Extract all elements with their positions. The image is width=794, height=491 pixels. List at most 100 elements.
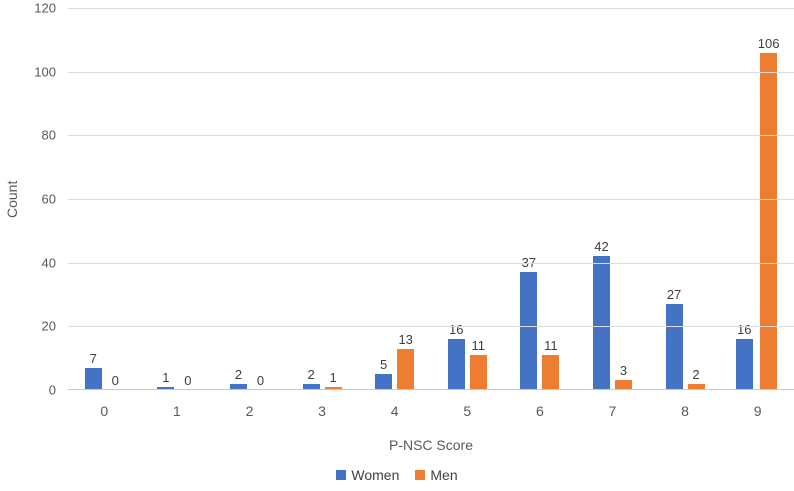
bar-col-women-4: 5 <box>375 357 393 390</box>
data-label-women-9: 16 <box>737 322 752 338</box>
data-label-women-4: 5 <box>380 357 388 373</box>
bar-group-9: 16 106 <box>721 8 794 390</box>
bar-group-6: 37 11 <box>504 8 577 390</box>
bar-col-women-0: 7 <box>84 350 102 390</box>
data-label-men-3: 1 <box>329 369 337 385</box>
bar-men-8 <box>687 383 705 390</box>
gridline-60 <box>68 199 794 200</box>
legend: Women Men <box>0 467 794 483</box>
plot-area: 7 0 1 0 2 0 2 1 5 13 16 11 37 11 42 3 27 2 16 106 <box>68 8 794 390</box>
y-tick-label-60: 60 <box>41 191 56 207</box>
data-label-men-2: 0 <box>256 373 265 388</box>
data-label-men-9: 106 <box>757 35 780 51</box>
y-tick-label-120: 120 <box>34 0 56 16</box>
bar-women-2 <box>229 383 247 390</box>
x-tick-label-5: 5 <box>463 403 472 419</box>
bar-col-women-6: 37 <box>520 256 538 390</box>
gridline-80 <box>68 135 794 137</box>
bar-col-men-0: 0 <box>107 374 124 390</box>
bar-women-0 <box>84 367 102 390</box>
x-axis-ticks: 0 1 2 3 4 5 6 7 8 9 <box>68 403 794 419</box>
data-label-women-0: 7 <box>89 350 97 366</box>
bar-col-men-3: 1 <box>324 369 342 390</box>
bar-group-5: 16 11 <box>431 8 504 390</box>
bar-group-8: 27 2 <box>649 8 722 390</box>
bar-group-4: 5 13 <box>358 8 431 390</box>
x-tick-label-4: 4 <box>390 403 399 419</box>
bar-col-men-5: 11 <box>469 337 487 390</box>
data-label-men-5: 11 <box>471 337 486 353</box>
bar-men-5 <box>469 354 487 390</box>
y-tick-label-20: 20 <box>41 318 56 334</box>
x-tick-label-7: 7 <box>608 403 617 419</box>
bar-men-9 <box>760 52 778 390</box>
bar-women-1 <box>157 386 175 390</box>
bar-women-5 <box>447 339 465 390</box>
y-tick-label-80: 80 <box>41 127 56 143</box>
bar-col-women-5: 16 <box>447 322 465 390</box>
x-tick-label-3: 3 <box>318 403 326 419</box>
legend-label-men: Men <box>430 467 458 483</box>
bar-group-7: 42 3 <box>576 8 649 390</box>
bar-women-9 <box>735 339 753 390</box>
bar-women-7 <box>592 256 610 390</box>
bar-col-men-7: 3 <box>614 363 632 390</box>
bar-col-men-8: 2 <box>687 366 705 390</box>
x-tick-label-6: 6 <box>535 403 544 419</box>
bar-col-men-1: 0 <box>179 374 196 390</box>
legend-label-women: Women <box>351 467 400 483</box>
bar-col-women-1: 1 <box>157 369 175 390</box>
bar-col-women-3: 2 <box>302 366 320 390</box>
data-label-women-7: 42 <box>594 239 609 255</box>
y-tick-label-40: 40 <box>41 255 56 271</box>
bar-men-4 <box>397 348 415 390</box>
x-tick-label-9: 9 <box>753 403 762 419</box>
bar-men-3 <box>324 386 342 390</box>
bar-col-women-7: 42 <box>592 239 610 390</box>
data-label-women-5: 16 <box>449 322 464 338</box>
gridline-40 <box>68 262 794 264</box>
x-axis-line <box>68 389 794 390</box>
bar-women-8 <box>665 304 683 390</box>
bar-col-men-6: 11 <box>542 337 560 390</box>
gridline-20 <box>68 326 794 328</box>
bar-col-men-2: 0 <box>252 374 269 390</box>
x-tick-label-8: 8 <box>681 403 689 419</box>
x-axis-title: P-NSC Score <box>388 437 474 453</box>
bar-col-women-2: 2 <box>229 366 247 390</box>
bar-women-3 <box>302 383 320 390</box>
y-axis-ticks: 0 20 40 60 80 100 120 <box>0 2 56 397</box>
legend-item-men: Men <box>415 467 458 483</box>
data-label-men-6: 11 <box>544 337 558 353</box>
legend-swatch-men <box>415 470 426 480</box>
data-label-men-8: 2 <box>692 366 700 382</box>
x-tick-label-1: 1 <box>172 403 181 419</box>
bar-col-women-9: 16 <box>735 322 753 390</box>
y-tick-label-0: 0 <box>48 382 56 398</box>
data-label-men-0: 0 <box>111 373 119 388</box>
data-label-men-1: 0 <box>184 373 192 388</box>
bar-men-7 <box>614 380 632 390</box>
gridline-120 <box>68 8 794 9</box>
data-label-men-4: 13 <box>398 331 413 347</box>
bar-col-men-9: 106 <box>757 35 780 390</box>
data-label-women-1: 1 <box>162 369 170 385</box>
data-label-women-8: 27 <box>666 287 682 303</box>
legend-item-women: Women <box>336 467 399 483</box>
legend-swatch-women <box>336 470 347 480</box>
x-tick-label-2: 2 <box>245 403 254 419</box>
data-label-women-2: 2 <box>234 366 243 382</box>
gridline-100 <box>68 71 794 73</box>
x-tick-label-0: 0 <box>100 403 109 419</box>
data-label-women-3: 2 <box>307 366 315 382</box>
bar-women-4 <box>375 374 393 390</box>
data-label-men-7: 3 <box>619 363 628 379</box>
bar-groups: 7 0 1 0 2 0 2 1 5 13 16 11 37 11 42 3 27 2 16 106 <box>68 8 794 390</box>
bar-col-men-4: 13 <box>397 331 415 390</box>
bar-women-6 <box>520 272 538 390</box>
